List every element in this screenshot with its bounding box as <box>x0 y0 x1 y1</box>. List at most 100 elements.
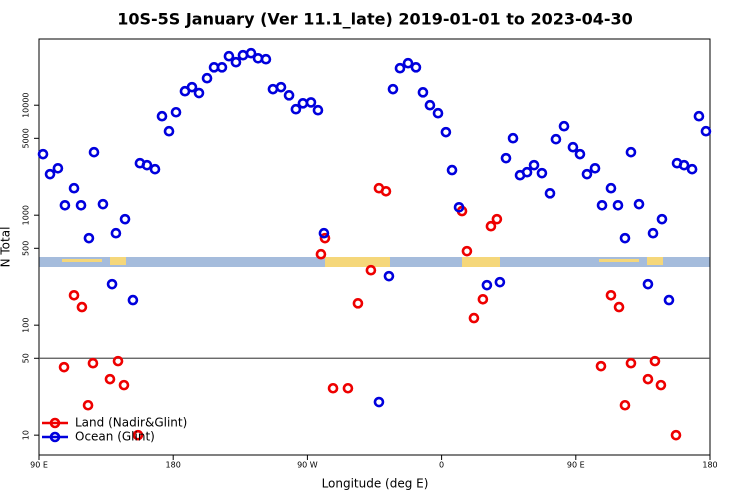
legend-label: Ocean (Glint) <box>75 430 155 444</box>
point <box>170 106 182 118</box>
point <box>312 104 324 116</box>
point <box>119 213 131 225</box>
point <box>625 357 637 369</box>
x-tick-label: 180 <box>166 461 181 470</box>
point <box>106 278 118 290</box>
point <box>75 200 87 211</box>
point <box>237 49 249 61</box>
point <box>156 110 168 122</box>
point <box>589 162 601 174</box>
point <box>612 200 624 211</box>
point <box>68 289 80 301</box>
point <box>245 47 257 59</box>
point <box>132 429 144 441</box>
point <box>283 90 295 101</box>
point <box>558 120 570 132</box>
point <box>633 198 645 210</box>
point <box>82 399 94 411</box>
point <box>656 213 668 225</box>
point <box>461 245 473 257</box>
point <box>141 159 153 171</box>
point <box>453 201 465 213</box>
point <box>365 264 377 276</box>
point <box>605 289 617 301</box>
point <box>521 166 533 178</box>
point <box>319 232 331 244</box>
point <box>87 357 99 369</box>
point <box>327 382 339 394</box>
point <box>127 294 139 306</box>
point <box>44 168 56 180</box>
y-axis-title: N Total <box>0 227 13 268</box>
point <box>149 163 161 175</box>
point <box>625 146 637 158</box>
point <box>373 396 385 408</box>
point <box>112 355 124 367</box>
point <box>619 399 631 411</box>
point <box>491 213 503 225</box>
point <box>596 200 608 211</box>
point <box>544 188 556 199</box>
legend-label: Land (Nadir&Glint) <box>75 416 187 430</box>
point <box>59 200 71 211</box>
point <box>536 167 548 179</box>
point <box>567 141 579 153</box>
y-tick-label: 500 <box>22 241 31 256</box>
point <box>494 276 506 288</box>
point <box>424 99 436 111</box>
point <box>290 103 302 115</box>
point <box>88 146 100 158</box>
point <box>267 83 279 95</box>
point <box>380 185 392 197</box>
point <box>97 198 109 210</box>
point <box>58 361 70 373</box>
point <box>605 182 617 194</box>
point <box>83 232 95 244</box>
point <box>342 382 354 394</box>
point <box>686 163 698 175</box>
point <box>581 168 593 180</box>
point <box>642 373 654 385</box>
point <box>110 227 122 239</box>
legend-marker <box>49 431 61 443</box>
point <box>201 72 213 84</box>
y-tick-label: 100 <box>22 318 31 333</box>
point <box>595 360 607 372</box>
point <box>230 56 242 68</box>
point <box>528 159 540 171</box>
point <box>481 279 493 291</box>
point <box>52 162 64 174</box>
point <box>318 227 330 239</box>
point <box>440 126 452 138</box>
point <box>574 148 586 160</box>
point <box>193 87 205 99</box>
point <box>432 107 444 119</box>
point <box>410 62 422 73</box>
point <box>642 278 654 290</box>
point <box>670 429 682 441</box>
y-tick-label: 10 <box>22 430 31 440</box>
point <box>446 164 458 176</box>
point <box>507 132 519 144</box>
point <box>613 301 625 313</box>
y-tick-label: 10000 <box>22 92 31 117</box>
point <box>417 87 429 98</box>
point <box>663 294 675 306</box>
point <box>223 50 235 62</box>
point <box>394 62 406 74</box>
point <box>297 98 309 109</box>
point <box>647 227 659 239</box>
point <box>37 148 49 160</box>
point <box>655 379 667 391</box>
x-tick-label: 90 E <box>30 461 48 470</box>
point <box>216 62 228 73</box>
x-tick-label: 90 W <box>297 461 318 470</box>
point <box>619 232 631 244</box>
point <box>402 57 414 69</box>
point <box>352 298 364 309</box>
point <box>305 97 317 108</box>
y-tick-label: 1000 <box>22 205 31 225</box>
chart-title: 10S-5S January (Ver 11.1_late) 2019-01-0… <box>117 10 633 29</box>
plot-frame <box>38 38 711 456</box>
